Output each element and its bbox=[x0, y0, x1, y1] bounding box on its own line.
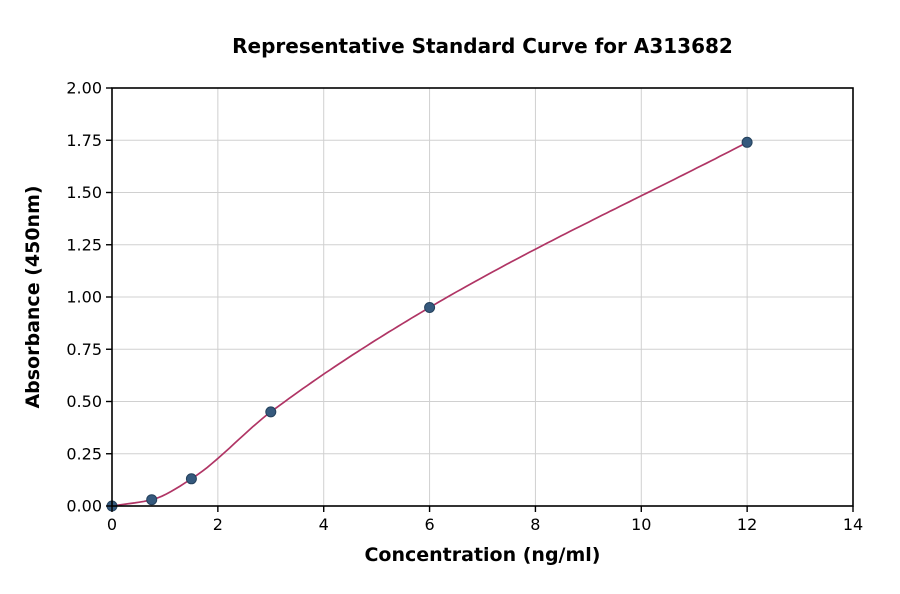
svg-text:6: 6 bbox=[425, 515, 435, 534]
data-point bbox=[146, 494, 158, 506]
svg-text:0.25: 0.25 bbox=[66, 444, 102, 463]
data-point bbox=[185, 473, 197, 485]
svg-text:1.25: 1.25 bbox=[66, 235, 102, 254]
data-point bbox=[265, 406, 277, 418]
svg-text:8: 8 bbox=[530, 515, 540, 534]
svg-text:1.00: 1.00 bbox=[66, 288, 102, 307]
data-point bbox=[741, 136, 753, 148]
svg-text:0.50: 0.50 bbox=[66, 392, 102, 411]
grid-lines bbox=[111, 87, 854, 507]
svg-text:2.00: 2.00 bbox=[66, 79, 102, 98]
data-point bbox=[424, 302, 436, 313]
svg-text:14: 14 bbox=[843, 515, 863, 534]
y-tick-labels: 0.00 0.25 0.50 0.75 1.00 1.25 1.50 1.75 2.00 bbox=[66, 79, 102, 516]
x-tick-labels: 0 2 4 6 8 10 12 14 bbox=[107, 515, 863, 534]
svg-text:0.00: 0.00 bbox=[66, 497, 102, 516]
chart-title: Representative Standard Curve for A31368… bbox=[232, 34, 733, 58]
tick-marks bbox=[106, 87, 854, 512]
svg-text:1.75: 1.75 bbox=[66, 131, 102, 150]
svg-text:10: 10 bbox=[631, 515, 651, 534]
svg-text:2: 2 bbox=[213, 515, 223, 534]
svg-text:0.75: 0.75 bbox=[66, 340, 102, 359]
x-axis-label: Concentration (ng/ml) bbox=[364, 544, 601, 566]
svg-text:1.50: 1.50 bbox=[66, 183, 102, 202]
svg-text:12: 12 bbox=[737, 515, 757, 534]
svg-text:0: 0 bbox=[107, 515, 117, 534]
svg-text:4: 4 bbox=[319, 515, 329, 534]
